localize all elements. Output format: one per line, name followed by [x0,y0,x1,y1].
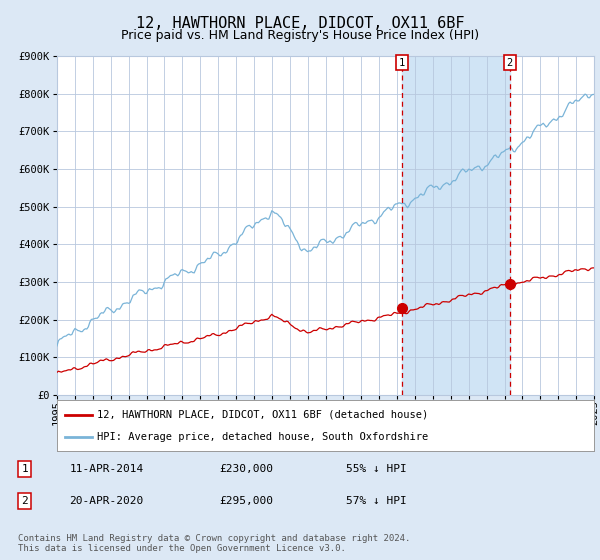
Text: £295,000: £295,000 [220,496,274,506]
Bar [402,56,510,395]
Text: 57% ↓ HPI: 57% ↓ HPI [346,496,407,506]
Text: £230,000: £230,000 [220,464,274,474]
Text: 55% ↓ HPI: 55% ↓ HPI [346,464,407,474]
Text: 2: 2 [21,496,28,506]
Text: 12, HAWTHORN PLACE, DIDCOT, OX11 6BF (detached house): 12, HAWTHORN PLACE, DIDCOT, OX11 6BF (de… [97,409,428,419]
Text: HPI: Average price, detached house, South Oxfordshire: HPI: Average price, detached house, Sout… [97,432,428,442]
Text: 1: 1 [21,464,28,474]
Text: 20-APR-2020: 20-APR-2020 [70,496,144,506]
Text: 11-APR-2014: 11-APR-2014 [70,464,144,474]
Text: Price paid vs. HM Land Registry's House Price Index (HPI): Price paid vs. HM Land Registry's House … [121,29,479,42]
Text: 1: 1 [399,58,405,68]
Text: 2: 2 [507,58,513,68]
Text: 12, HAWTHORN PLACE, DIDCOT, OX11 6BF: 12, HAWTHORN PLACE, DIDCOT, OX11 6BF [136,16,464,31]
Text: Contains HM Land Registry data © Crown copyright and database right 2024.
This d: Contains HM Land Registry data © Crown c… [18,534,410,553]
